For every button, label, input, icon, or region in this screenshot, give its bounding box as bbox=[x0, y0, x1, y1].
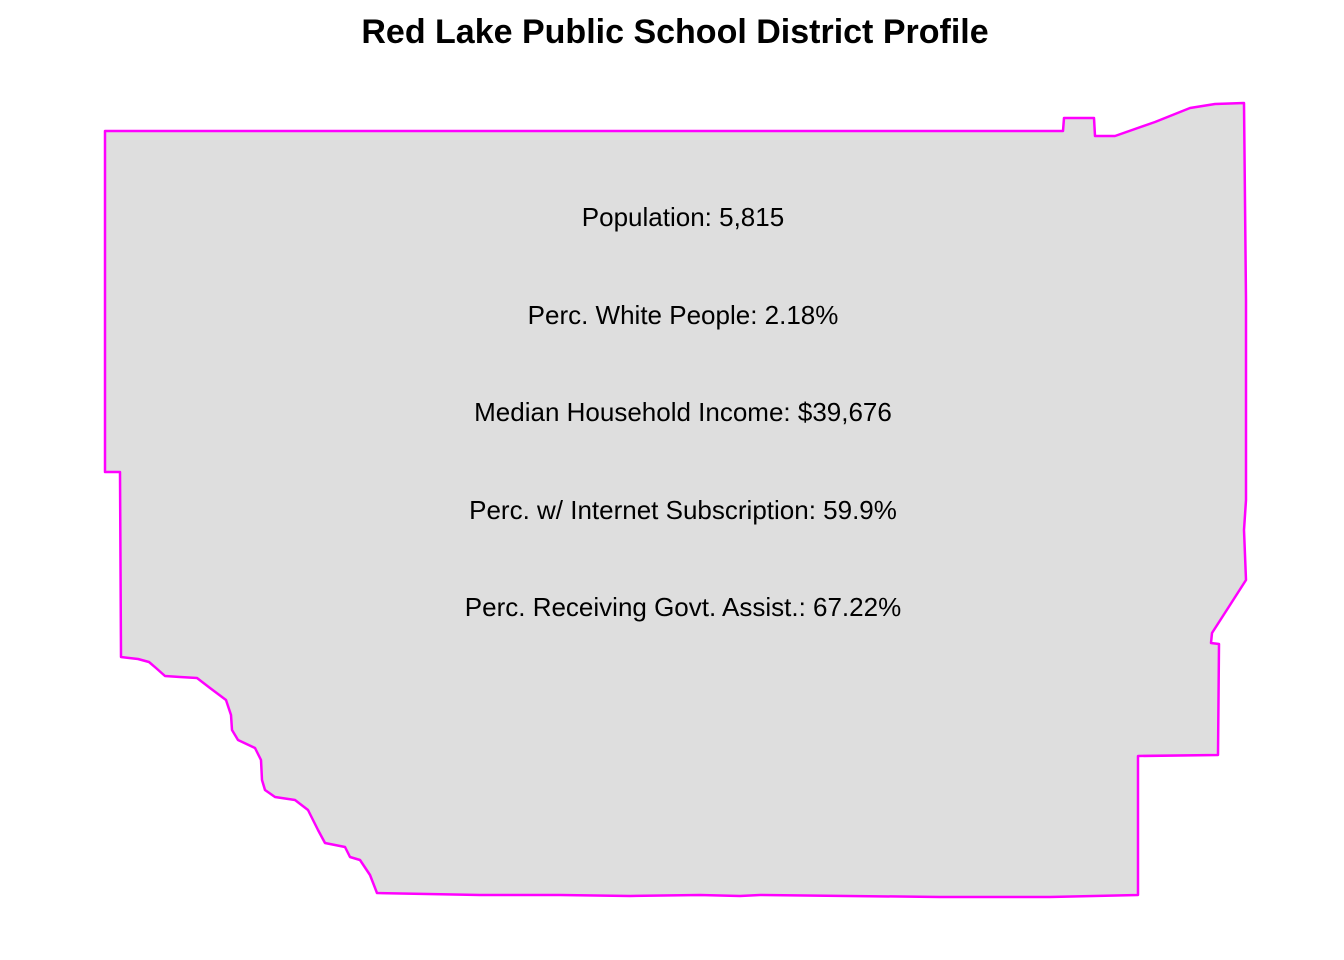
stats-group: Population: 5,815 Perc. White People: 2.… bbox=[465, 202, 901, 622]
district-boundary bbox=[103, 101, 1248, 899]
stat-govt-assist: Perc. Receiving Govt. Assist.: 67.22% bbox=[465, 592, 901, 622]
map-title: Red Lake Public School District Profile bbox=[361, 13, 988, 51]
stat-perc-white: Perc. White People: 2.18% bbox=[528, 300, 839, 330]
stat-internet: Perc. w/ Internet Subscription: 59.9% bbox=[469, 495, 897, 525]
stat-population: Population: 5,815 bbox=[582, 202, 784, 232]
stat-median-income: Median Household Income: $39,676 bbox=[474, 397, 892, 427]
